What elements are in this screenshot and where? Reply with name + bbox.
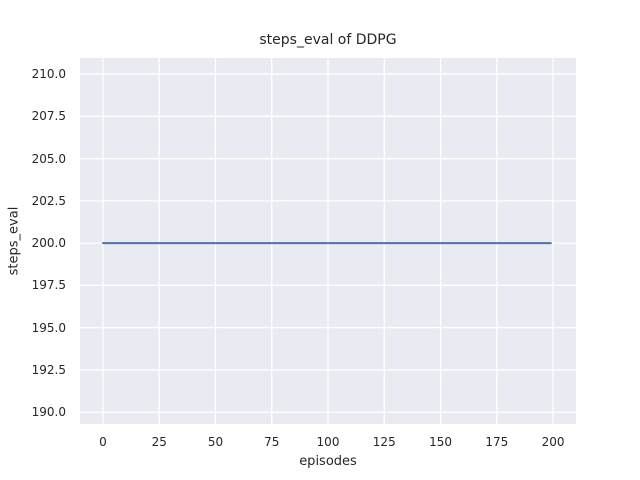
- y-tick-label: 197.5: [31, 278, 66, 293]
- x-tick-label: 200: [541, 435, 565, 449]
- y-tick-label: 192.5: [31, 362, 66, 377]
- y-tick-label: 207.5: [31, 109, 66, 124]
- x-tick-label: 25: [151, 435, 167, 449]
- x-axis-label: episodes: [299, 454, 357, 469]
- x-tick-label: 150: [429, 435, 452, 449]
- y-tick-label: 195.0: [31, 320, 66, 335]
- y-tick-label: 190.0: [31, 405, 66, 420]
- x-tick-label: 100: [316, 435, 340, 449]
- y-tick-label: 210.0: [31, 67, 66, 82]
- x-tick-label: 75: [264, 435, 280, 449]
- chart-title: steps_eval of DDPG: [259, 32, 397, 48]
- x-tick-label: 175: [485, 435, 509, 449]
- x-tick-label: 50: [207, 435, 224, 449]
- x-tick-label: 125: [372, 435, 396, 449]
- y-tick-label: 202.5: [31, 193, 66, 208]
- plot-area: [80, 58, 576, 424]
- x-tick-label: 0: [99, 435, 107, 449]
- y-tick-label: 205.0: [31, 151, 66, 166]
- y-tick-label: 200.0: [31, 236, 66, 251]
